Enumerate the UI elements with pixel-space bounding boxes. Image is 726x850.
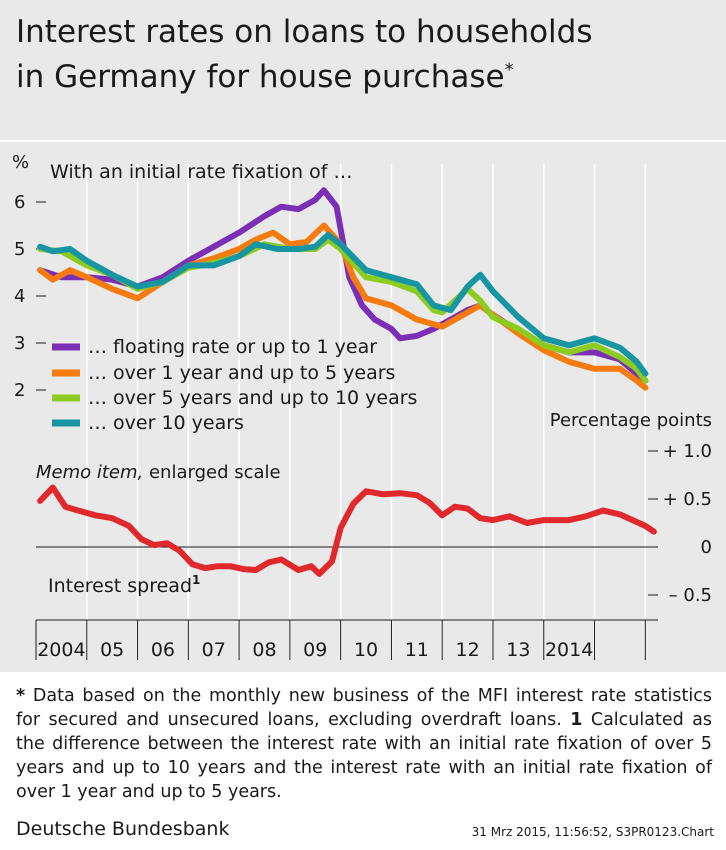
y-tick-label-left: 4 xyxy=(14,286,25,307)
x-tick-label: 11 xyxy=(405,639,429,661)
spread-label-text: Interest spread xyxy=(48,575,192,597)
x-tick-label: 2004 xyxy=(37,639,85,661)
chart-area: 2 3 4 5 6% With an initial rate fixation of …… xyxy=(0,142,726,672)
y-tick-label-right: + 1.0 xyxy=(663,441,712,462)
x-tick-label: 13 xyxy=(506,639,530,661)
legend-label-over1to5: … over 1 year and up to 5 years xyxy=(88,362,395,384)
y-tick-label-right: – 0.5 xyxy=(669,585,712,606)
x-tick-label: 06 xyxy=(151,639,175,661)
series-line-over10 xyxy=(37,231,649,377)
series-line-over5to10 xyxy=(37,236,649,384)
footnote-star: * xyxy=(16,686,26,706)
top-unit-label: % xyxy=(12,152,29,173)
source-label: Deutsche Bundesbank xyxy=(16,818,230,840)
memo-rest: enlarged scale xyxy=(143,462,280,483)
x-tick-label: 05 xyxy=(100,639,124,661)
spread-label-note: 1 xyxy=(192,573,200,587)
y-tick-label-right: 0 xyxy=(701,537,712,558)
timestamp-label: 31 Mrz 2015, 11:56:52, S3PR0123.Chart xyxy=(471,825,714,839)
title-box: Interest rates on loans to households in… xyxy=(0,0,726,140)
x-tick-label: 2014 xyxy=(545,639,593,661)
top-subtitle: With an initial rate fixation of … xyxy=(50,161,352,183)
footnote-text-2: Calculated as the difference between the… xyxy=(16,710,712,802)
bottom-unit-label: Percentage points xyxy=(550,410,712,431)
footnote-text-1: Data based on the monthly new business o… xyxy=(16,686,712,730)
x-tick-label: 08 xyxy=(252,639,276,661)
x-tick-label: 12 xyxy=(455,639,479,661)
footnote: * Data based on the monthly new business… xyxy=(16,684,712,804)
chart-title: Interest rates on loans to households in… xyxy=(16,10,706,100)
title-footnote-marker: * xyxy=(504,59,514,81)
title-line-2: in Germany for house purchase xyxy=(16,59,505,95)
y-tick-label-left: 3 xyxy=(14,333,25,354)
y-tick-label-left: 5 xyxy=(14,239,25,260)
x-tick-label: 10 xyxy=(354,639,378,661)
footnote-one: 1 xyxy=(570,710,583,730)
legend-label-floating: … floating rate or up to 1 year xyxy=(88,336,377,358)
y-tick-label-left: 2 xyxy=(14,380,25,401)
chart-svg: 2 3 4 5 6% With an initial rate fixation of …… xyxy=(12,152,712,661)
series-line-spread xyxy=(37,484,657,577)
legend-label-over5to10: … over 5 years and up to 10 years xyxy=(88,387,417,409)
x-tick-label: 09 xyxy=(303,639,327,661)
legend-label-over10: … over 10 years xyxy=(88,412,244,434)
memo-italic: Memo item, xyxy=(36,462,143,483)
spread-label: Interest spread1 xyxy=(48,573,200,597)
x-tick-label: 07 xyxy=(202,639,226,661)
footer: * Data based on the monthly new business… xyxy=(0,674,726,850)
title-line-1: Interest rates on loans to households xyxy=(16,14,593,50)
memo-label: Memo item, enlarged scale xyxy=(36,462,281,483)
y-tick-label-right: + 0.5 xyxy=(663,489,712,510)
y-tick-label-left: 6 xyxy=(14,192,25,213)
